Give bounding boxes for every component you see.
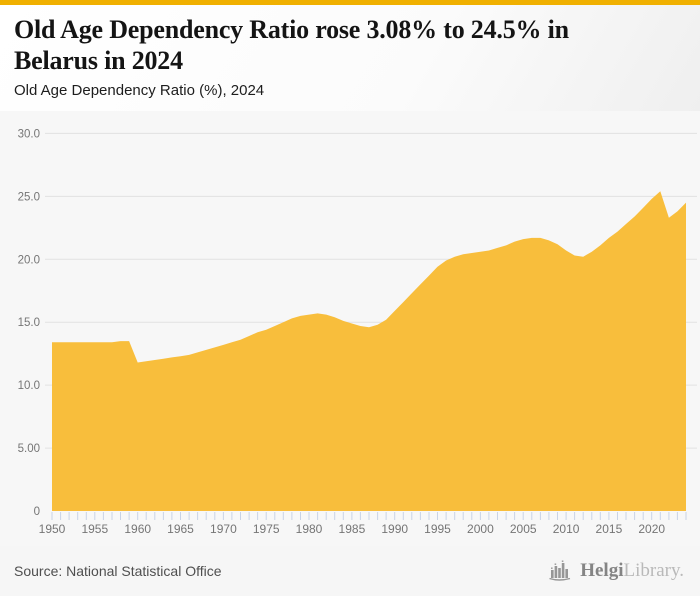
accent-top-bar [0,0,700,5]
page-title: Old Age Dependency Ratio rose 3.08% to 2… [14,15,569,75]
svg-text:10.0: 10.0 [18,380,40,392]
area-series [52,191,686,512]
svg-text:1980: 1980 [296,522,323,536]
helgilibrary-logo[interactable]: HelgiLibrary. [549,560,684,582]
svg-text:0: 0 [34,506,40,518]
x-axis-ticks [51,512,687,520]
svg-text:1985: 1985 [339,522,366,536]
logo-text-secondary: Library. [623,560,685,581]
helgilibrary-logo-icon [549,560,571,581]
footer: Source: National Statistical Office Helg… [0,546,700,596]
svg-text:1950: 1950 [39,522,66,536]
svg-text:1990: 1990 [381,522,408,536]
svg-text:1960: 1960 [124,522,151,536]
chart-subtitle: Old Age Dependency Ratio (%), 2024 [14,82,265,100]
svg-text:2015: 2015 [596,522,623,536]
svg-text:20.0: 20.0 [18,254,40,266]
svg-text:1975: 1975 [253,522,280,536]
svg-text:30.0: 30.0 [18,128,40,140]
chart-area-container: 0 5.00 10.0 15.0 20.0 25.0 30.0 1950 1955 1960 196… [0,111,700,546]
svg-text:2010: 2010 [553,522,580,536]
svg-text:15.0: 15.0 [18,317,40,329]
source-note: Source: National Statistical Office [14,563,222,579]
chart-header: Old Age Dependency Ratio rose 3.08% to 2… [0,5,700,111]
logo-text-primary: Helgi [580,560,624,581]
svg-text:1970: 1970 [210,522,237,536]
svg-text:1995: 1995 [424,522,451,536]
svg-text:2020: 2020 [638,522,665,536]
svg-text:1965: 1965 [167,522,194,536]
dependency-ratio-area-chart: 0 5.00 10.0 15.0 20.0 25.0 30.0 1950 1955 1960 196… [18,128,697,536]
svg-text:25.0: 25.0 [18,191,40,203]
svg-text:2000: 2000 [467,522,494,536]
svg-text:2005: 2005 [510,522,537,536]
x-axis-labels: 1950 1955 1960 1965 1970 1975 1980 1985 1990 1995… [39,522,666,536]
svg-text:5.00: 5.00 [18,443,40,455]
y-axis-labels: 0 5.00 10.0 15.0 20.0 25.0 30.0 [18,128,40,518]
svg-text:1955: 1955 [81,522,108,536]
